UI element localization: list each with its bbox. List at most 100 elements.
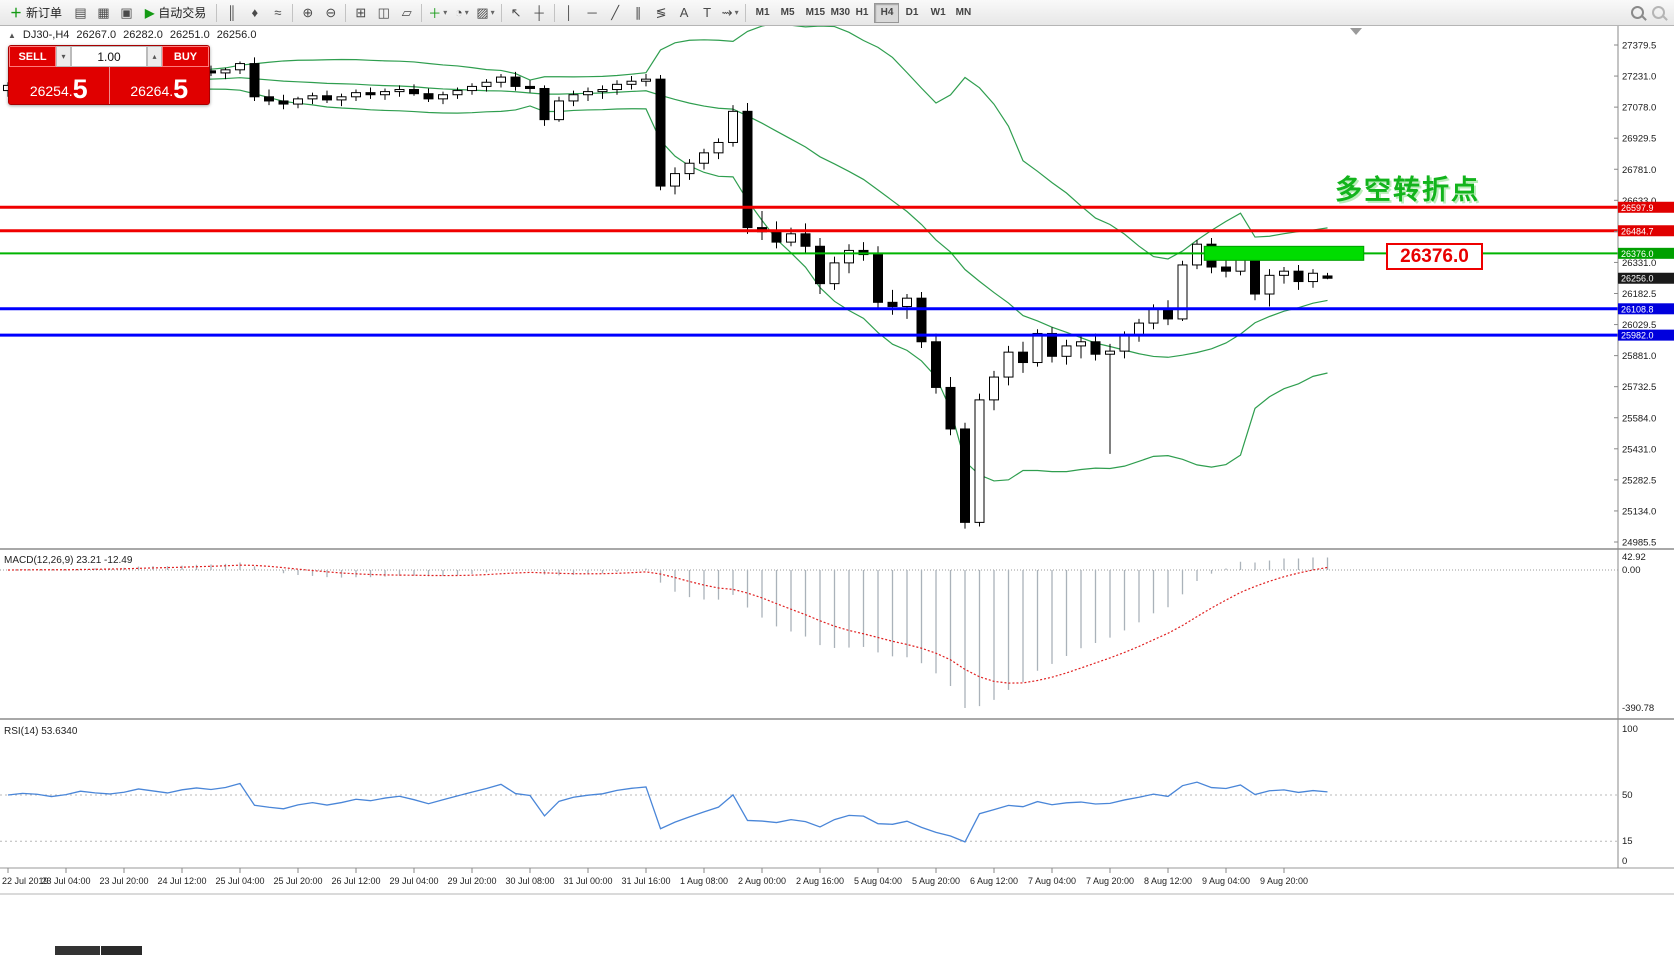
arrange-windows-icon[interactable]: ◫ — [372, 2, 395, 24]
svg-text:26484.7: 26484.7 — [1621, 226, 1654, 236]
svg-text:25134.0: 25134.0 — [1622, 506, 1656, 517]
channel-icon[interactable]: ∥ — [627, 2, 650, 24]
svg-text:29 Jul 04:00: 29 Jul 04:00 — [389, 876, 438, 886]
buy-price[interactable]: 26264. 5 — [110, 67, 210, 104]
macd-label: MACD(12,26,9) 23.21 -12.49 — [4, 555, 133, 566]
volume-input[interactable] — [71, 46, 147, 67]
ohlc-open: 26267.0 — [76, 29, 117, 41]
fibonacci-icon[interactable]: ≶ — [650, 2, 673, 24]
crosshair-icon[interactable]: ┼ — [528, 2, 551, 24]
cursor-icon: ↖ — [510, 4, 522, 20]
cascade-windows-icon[interactable]: ▱ — [395, 2, 418, 24]
svg-text:9 Aug 04:00: 9 Aug 04:00 — [1202, 876, 1250, 886]
trade-panel-prices: 26254. 5 26264. 5 — [9, 67, 209, 104]
zoom-out-icon: ⊖ — [325, 4, 337, 20]
text-icon[interactable]: A — [673, 2, 696, 24]
toolbar-separator — [421, 3, 423, 22]
sell-button[interactable]: SELL — [9, 46, 56, 67]
autotrading-label: 自动交易 — [158, 6, 207, 20]
timeframe-h1-button[interactable]: H1 — [849, 3, 874, 23]
chart-tab[interactable] — [55, 946, 100, 955]
toolbar-separator — [553, 3, 555, 22]
svg-text:25 Jul 04:00: 25 Jul 04:00 — [215, 876, 264, 886]
svg-text:25584.0: 25584.0 — [1622, 413, 1656, 424]
label-icon[interactable]: T — [696, 2, 719, 24]
svg-text:8 Aug 12:00: 8 Aug 12:00 — [1144, 876, 1192, 886]
zoom-in-icon[interactable]: ⊕ — [296, 2, 319, 24]
horizontal-line-icon[interactable]: ─ — [581, 2, 604, 24]
timeframe-m30-button[interactable]: M30 — [824, 3, 850, 23]
svg-text:27078.0: 27078.0 — [1622, 103, 1656, 114]
new-chart-icon: ▤ — [74, 4, 87, 20]
trendline-icon[interactable]: ╱ — [604, 2, 627, 24]
chart-ohlc-header: ▲ DJ30-,H4 26267.0 26282.0 26251.0 26256… — [8, 29, 256, 41]
magnifier-icon[interactable] — [1652, 6, 1665, 19]
svg-text:26781.0: 26781.0 — [1622, 165, 1656, 176]
svg-text:7 Aug 20:00: 7 Aug 20:00 — [1086, 876, 1134, 886]
volume-down-button[interactable]: ▾ — [56, 46, 71, 67]
indicators-icon[interactable]: ＋ ▾ — [425, 2, 450, 24]
toolbar-group-file: ▤ ▦ ▣ — [69, 2, 138, 24]
sell-price-big-digit: 5 — [72, 74, 88, 104]
toolbar-right-icons — [1631, 6, 1671, 19]
svg-text:25982.0: 25982.0 — [1621, 331, 1654, 341]
arrows-icon: ⇝ — [721, 4, 733, 20]
macd-pane: MACD(12,26,9) 23.21 -12.49 42.92 0.00 -390.… — [0, 552, 1654, 714]
svg-text:26182.5: 26182.5 — [1622, 289, 1656, 300]
svg-text:24 Jul 12:00: 24 Jul 12:00 — [157, 876, 206, 886]
candlestick-icon[interactable]: ♦ — [243, 2, 266, 24]
candlestick-icon: ♦ — [251, 5, 259, 20]
sell-price[interactable]: 26254. 5 — [9, 67, 110, 104]
line-chart-icon[interactable]: ≈ — [266, 2, 289, 24]
svg-text:1 Aug 08:00: 1 Aug 08:00 — [680, 876, 728, 886]
svg-text:26256.0: 26256.0 — [1621, 274, 1654, 284]
chart-window[interactable]: 27379.5 27231.0 27078.0 26929.5 26781.0 26633… — [0, 22, 1674, 895]
timeframe-m5-button[interactable]: M5 — [774, 3, 799, 23]
svg-text:42.92: 42.92 — [1622, 552, 1646, 563]
highlight-rectangle — [1203, 245, 1365, 261]
chart-frame — [0, 26, 1674, 895]
timeframe-w1-button[interactable]: W1 — [924, 3, 949, 23]
svg-text:25 Jul 20:00: 25 Jul 20:00 — [273, 876, 322, 886]
tile-windows-icon: ⊞ — [355, 4, 367, 20]
svg-text:26 Jul 12:00: 26 Jul 12:00 — [331, 876, 380, 886]
chart-tab[interactable] — [101, 946, 142, 955]
buy-button[interactable]: BUY — [162, 46, 209, 67]
svg-text:25732.5: 25732.5 — [1622, 382, 1656, 393]
price-level-box: 26376.0 — [1386, 243, 1483, 270]
channel-icon: ∥ — [634, 4, 642, 20]
tile-windows-icon[interactable]: ⊞ — [349, 2, 372, 24]
text-icon: A — [679, 5, 689, 20]
svg-text:26597.9: 26597.9 — [1621, 203, 1654, 213]
symbol-icon: ▲ — [8, 30, 16, 40]
bar-chart-icon[interactable]: ║ — [220, 2, 243, 24]
profiles-icon[interactable]: ▦ — [92, 2, 115, 24]
timeframe-d1-button[interactable]: D1 — [899, 3, 924, 23]
periods-icon[interactable]: ◔ ▾ — [450, 2, 473, 24]
dropdown-caret-icon: ▾ — [734, 8, 739, 17]
vertical-line-icon[interactable]: │ — [558, 2, 581, 24]
data-window-icon[interactable]: ▣ — [115, 2, 138, 24]
page-zoom-icon[interactable] — [1631, 6, 1644, 19]
chart-canvas[interactable]: 27379.5 27231.0 27078.0 26929.5 26781.0 26633… — [0, 22, 1674, 895]
svg-text:6 Aug 12:00: 6 Aug 12:00 — [970, 876, 1018, 886]
cursor-icon[interactable]: ↖ — [505, 2, 528, 24]
main-toolbar: ＋ 新订单 ▤ ▦ ▣ ▶ 自动交易 ║ ♦ ≈ ⊕ ⊖ ⊞ ◫ ▱ ＋ ▾ ◔ ▾ ▨ ▾ ↖ ┼ │ ─ ╱ ∥ ≶ A T… — [0, 0, 1674, 26]
arrows-icon[interactable]: ⇝ ▾ — [719, 2, 742, 24]
svg-text:5 Aug 04:00: 5 Aug 04:00 — [854, 876, 902, 886]
horizontal-line-icon: ─ — [587, 5, 597, 20]
svg-text:26108.8: 26108.8 — [1621, 304, 1654, 314]
data-window-icon: ▣ — [120, 4, 133, 20]
zoom-out-icon[interactable]: ⊖ — [319, 2, 342, 24]
autotrading-button[interactable]: ▶ 自动交易 — [138, 2, 213, 24]
timeframe-mn-button[interactable]: MN — [949, 3, 974, 23]
templates-icon[interactable]: ▨ ▾ — [473, 2, 497, 24]
new-chart-icon[interactable]: ▤ — [69, 2, 92, 24]
timeframe-m1-button[interactable]: M1 — [749, 3, 774, 23]
svg-text:5 Aug 20:00: 5 Aug 20:00 — [912, 876, 960, 886]
timeframe-m15-button[interactable]: M15 — [799, 3, 825, 23]
timeframe-h4-button[interactable]: H4 — [873, 2, 899, 23]
volume-up-button[interactable]: ▴ — [147, 46, 162, 67]
new-order-button[interactable]: ＋ 新订单 — [3, 2, 69, 24]
